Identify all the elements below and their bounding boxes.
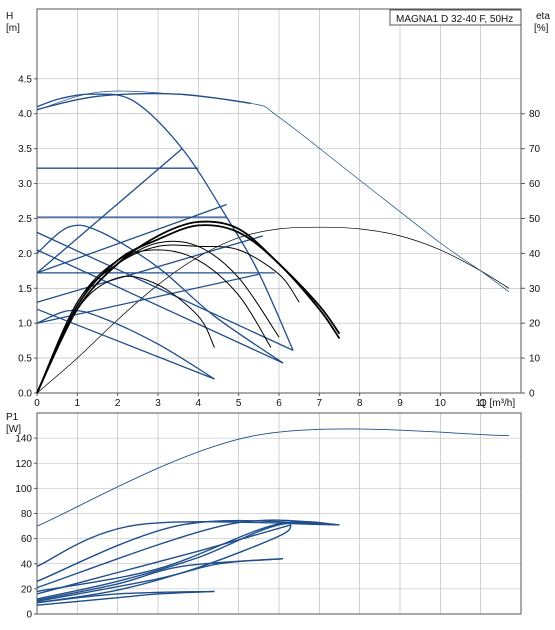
head-curve-blue: [36, 231, 294, 351]
power-curve: [36, 524, 292, 595]
head-curve-black: [36, 244, 300, 394]
head-tick-label: 3.5: [18, 144, 32, 155]
head-curve-black: [36, 275, 215, 394]
head-tick-label: 1.0: [18, 319, 32, 330]
flow-tick-label: 7: [317, 398, 323, 409]
flow-axis-label: Q [m³/h]: [479, 398, 515, 409]
flow-tick-label: 1: [75, 398, 81, 409]
power-curve: [36, 524, 292, 604]
head-axis-unit: [m]: [6, 23, 20, 34]
flow-tick-label: 11: [475, 398, 486, 409]
power-tick-label: 40: [21, 559, 33, 570]
head-curve-blue: [36, 235, 264, 303]
head-curve-black: [36, 220, 341, 394]
head-curve-blue: [36, 148, 183, 274]
head-curve-blue: [36, 249, 284, 364]
head-tick-label: 0.5: [18, 354, 32, 365]
power-tick-label: 0: [26, 610, 32, 621]
head-curves: [36, 90, 510, 394]
head-curve-blue: [36, 308, 215, 380]
eta-tick-label: 0: [529, 389, 535, 400]
power-curve: [36, 520, 340, 593]
eta-axis-name: eta: [536, 11, 550, 22]
flow-tick-label: 9: [397, 398, 403, 409]
power-curve: [36, 519, 340, 582]
flow-tick-label: 10: [435, 398, 447, 409]
head-tick-label: 3.0: [18, 179, 32, 190]
flow-tick-label: 3: [155, 398, 161, 409]
power-axis-name: P1: [6, 412, 19, 423]
eta-tick-label: 50: [529, 214, 541, 225]
eta-tick-label: 30: [529, 284, 541, 295]
head-curve-blue: [36, 224, 284, 364]
efficiency-curve: [36, 226, 510, 394]
power-tick-label: 80: [21, 509, 33, 520]
chart-title: MAGNA1 D 32-40 F, 50Hz: [396, 14, 513, 25]
head-plot-grid: [36, 9, 521, 394]
head-tick-label: 2.5: [18, 214, 32, 225]
flow-tick-label: 8: [357, 398, 363, 409]
flow-tick-label: 4: [196, 398, 202, 409]
flow-tick-label: 5: [236, 398, 242, 409]
power-curves: [36, 428, 509, 606]
eta-tick-label: 40: [529, 249, 541, 260]
flow-tick-label: 2: [115, 398, 121, 409]
legend-box: [389, 9, 522, 26]
head-curve-black: [36, 249, 272, 394]
efficiency-curve: [36, 90, 510, 293]
head-tick-label: 1.5: [18, 284, 32, 295]
head-curve-black: [36, 224, 341, 394]
power-tick-label: 100: [15, 484, 32, 495]
head-curve-blue: [36, 92, 251, 111]
head-tick-label: 2.0: [18, 249, 32, 260]
eta-tick-label: 60: [529, 179, 541, 190]
eta-tick-label: 70: [529, 144, 541, 155]
power-curve: [36, 590, 215, 604]
eta-y-ticks: 0 10 20 30 40 50 60 70 80: [521, 109, 541, 400]
eta-tick-label: 20: [529, 319, 541, 330]
power-tick-label: 140: [15, 434, 32, 445]
power-curve: [36, 521, 340, 600]
eta-tick-label: 10: [529, 354, 541, 365]
power-tick-label: 60: [21, 534, 33, 545]
flow-tick-label: 6: [276, 398, 282, 409]
head-y-ticks: 0.0 0.5 1.0 1.5 2.0 2.5 3.0 3.5 4.0 4.5: [18, 74, 37, 400]
head-axis-name: H: [6, 11, 13, 22]
head-tick-label: 4.5: [18, 74, 32, 85]
power-curve: [36, 521, 340, 567]
power-tick-label: 20: [21, 584, 33, 595]
eta-tick-label: 80: [529, 109, 541, 120]
head-curve-blue: [36, 309, 215, 380]
head-curve-blue: [36, 203, 227, 274]
power-curve: [36, 428, 509, 527]
flow-tick-label: 0: [34, 398, 40, 409]
power-axis-unit: [W]: [6, 424, 21, 435]
eta-axis-unit: [%]: [534, 23, 549, 34]
head-tick-label: 4.0: [18, 109, 32, 120]
power-tick-label: 120: [15, 459, 32, 470]
head-tick-label: 0.0: [18, 389, 32, 400]
power-y-ticks: 0 20 40 60 80 100 120 140: [15, 434, 37, 621]
flow-x-ticks: 0 1 2 3 4 5 6 7 8 9 10 11: [34, 393, 486, 409]
power-curve: [36, 558, 284, 603]
